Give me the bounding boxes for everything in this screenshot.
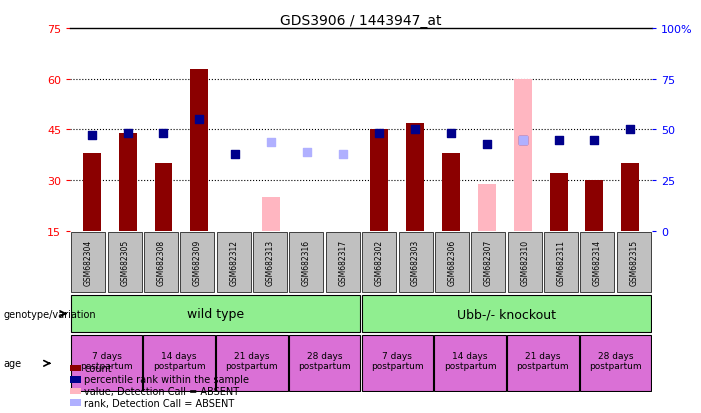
Bar [550,174,568,231]
FancyBboxPatch shape [108,233,142,292]
Point [122,131,133,138]
Text: GSM682315: GSM682315 [629,239,638,285]
Bar [442,154,460,231]
Text: rank, Detection Call = ABSENT: rank, Detection Call = ABSENT [84,398,234,408]
FancyBboxPatch shape [508,233,542,292]
Text: 7 days
postpartum: 7 days postpartum [80,351,132,370]
Point [86,133,97,140]
Text: GSM682305: GSM682305 [120,239,129,285]
Text: 14 days
postpartum: 14 days postpartum [444,351,496,370]
Text: GSM682311: GSM682311 [557,239,566,285]
Bar [118,133,137,231]
Text: GSM682316: GSM682316 [302,239,311,285]
Point [553,137,564,143]
FancyBboxPatch shape [326,233,360,292]
Text: wild type: wild type [187,307,244,320]
Text: 28 days
postpartum: 28 days postpartum [590,351,642,370]
FancyBboxPatch shape [435,336,506,391]
Point [445,131,456,138]
FancyBboxPatch shape [71,295,360,332]
Bar [370,130,388,231]
FancyBboxPatch shape [217,233,251,292]
Point [193,116,205,123]
Text: 7 days
postpartum: 7 days postpartum [371,351,423,370]
Text: GSM682308: GSM682308 [156,239,165,285]
FancyBboxPatch shape [580,336,651,391]
Text: age: age [4,358,22,368]
Point [589,137,600,143]
Text: 21 days
postpartum: 21 days postpartum [226,351,278,370]
FancyBboxPatch shape [362,233,396,292]
Bar [514,79,531,231]
Text: GSM682314: GSM682314 [593,239,602,285]
Text: GSM682304: GSM682304 [84,239,93,285]
Text: genotype/variation: genotype/variation [4,309,96,319]
Text: GSM682306: GSM682306 [447,239,456,285]
Point [230,151,241,158]
FancyBboxPatch shape [144,336,215,391]
FancyBboxPatch shape [399,233,433,292]
Text: GSM682310: GSM682310 [520,239,529,285]
Point [374,131,385,138]
Point [409,127,421,133]
Bar [621,164,639,231]
Text: GSM682303: GSM682303 [411,239,420,285]
Point [481,141,492,147]
FancyBboxPatch shape [580,233,614,292]
Text: percentile rank within the sample: percentile rank within the sample [84,375,249,385]
Text: GSM682312: GSM682312 [229,239,238,285]
FancyBboxPatch shape [435,233,469,292]
Text: GSM682302: GSM682302 [375,239,383,285]
Text: 21 days
postpartum: 21 days postpartum [517,351,569,370]
Bar [191,69,208,231]
Point [517,137,529,143]
Text: 14 days
postpartum: 14 days postpartum [153,351,205,370]
FancyBboxPatch shape [544,233,578,292]
FancyBboxPatch shape [471,233,505,292]
Bar [406,123,424,231]
FancyBboxPatch shape [617,233,651,292]
Point [266,139,277,145]
Text: GSM682313: GSM682313 [266,239,275,285]
FancyBboxPatch shape [180,233,215,292]
Point [158,131,169,138]
FancyBboxPatch shape [289,336,360,391]
Text: GSM682317: GSM682317 [339,239,347,285]
Point [517,137,529,143]
FancyBboxPatch shape [72,233,105,292]
Title: GDS3906 / 1443947_at: GDS3906 / 1443947_at [280,14,442,28]
Bar [262,197,280,231]
FancyBboxPatch shape [71,336,142,391]
Bar [478,184,496,231]
FancyBboxPatch shape [216,336,287,391]
Text: 28 days
postpartum: 28 days postpartum [299,351,351,370]
FancyBboxPatch shape [362,336,433,391]
Point [301,149,313,156]
Bar [83,154,101,231]
FancyBboxPatch shape [253,233,287,292]
Text: count: count [84,363,111,373]
FancyBboxPatch shape [290,233,323,292]
Point [625,127,636,133]
Bar [585,180,604,231]
Text: GSM682309: GSM682309 [193,239,202,285]
Point [337,151,348,158]
Text: GSM682307: GSM682307 [484,239,493,285]
Bar [154,164,172,231]
FancyBboxPatch shape [362,295,651,332]
Text: value, Detection Call = ABSENT: value, Detection Call = ABSENT [84,386,239,396]
FancyBboxPatch shape [507,336,578,391]
Text: Ubb-/- knockout: Ubb-/- knockout [457,307,556,320]
FancyBboxPatch shape [144,233,178,292]
